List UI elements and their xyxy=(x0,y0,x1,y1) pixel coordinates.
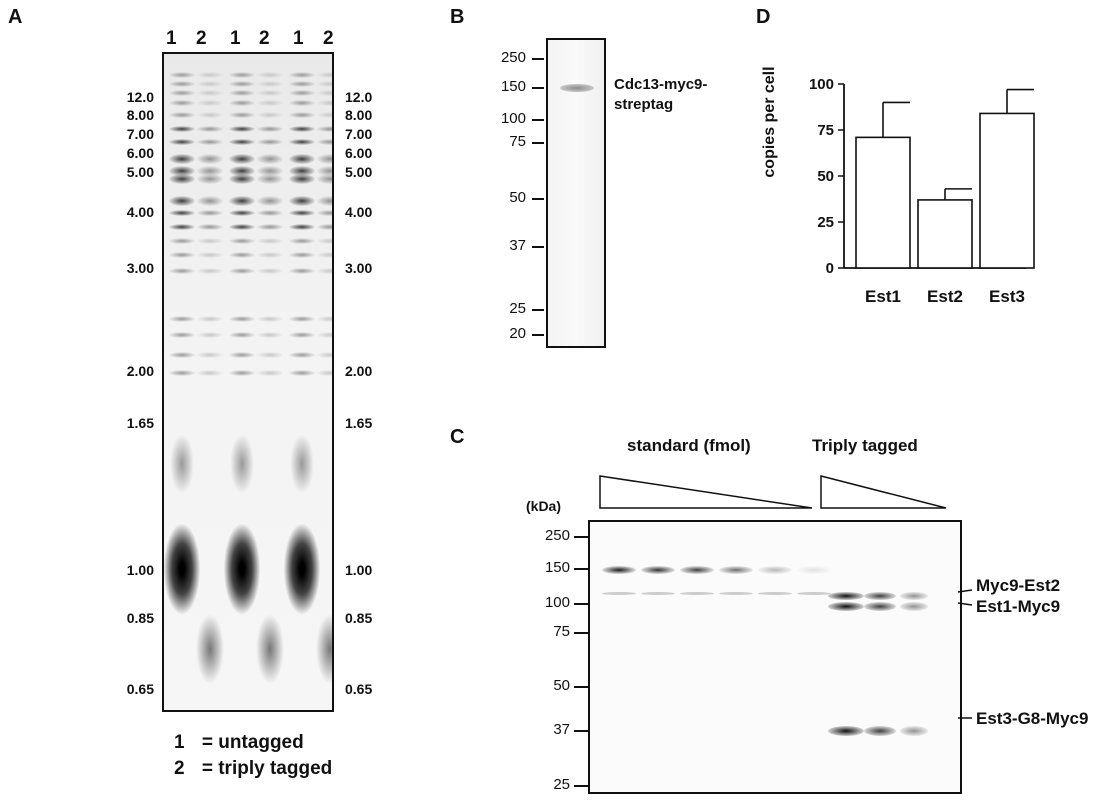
marker-b-37: 37 xyxy=(509,237,526,254)
marker-left-12.0: 12.0 xyxy=(126,89,154,105)
legend-num-2: 2 xyxy=(174,758,185,779)
marker-c-25: 25 xyxy=(553,776,570,793)
marker-right-1.65: 1.65 xyxy=(345,415,373,431)
tick-c-100 xyxy=(574,603,588,605)
bar-Est2 xyxy=(917,199,973,269)
marker-right-0.65: 0.65 xyxy=(345,681,373,697)
marker-c-75: 75 xyxy=(553,623,570,640)
marker-left-2.00: 2.00 xyxy=(126,363,154,379)
tick-b-150 xyxy=(532,87,544,89)
tick-c-150 xyxy=(574,568,588,570)
y-tick-label-25: 25 xyxy=(817,214,834,231)
cdc13-label-line1: Cdc13-myc9- xyxy=(614,76,708,93)
marker-right-5.00: 5.00 xyxy=(345,164,373,180)
marker-left-4.00: 4.00 xyxy=(126,204,154,220)
myc9-est2-label: Myc9-Est2 xyxy=(976,576,1061,595)
marker-right-3.00: 3.00 xyxy=(345,260,373,276)
marker-left-8.00: 8.00 xyxy=(126,107,154,123)
standard-label: standard (fmol) xyxy=(627,436,751,455)
lane-label-4: 2 xyxy=(259,28,270,49)
kda-label: (kDa) xyxy=(526,498,562,514)
triply-tagged-label: Triply tagged xyxy=(812,436,918,455)
tick-b-75 xyxy=(532,142,544,144)
marker-right-7.00: 7.00 xyxy=(345,126,373,142)
marker-left-1.65: 1.65 xyxy=(126,415,154,431)
tick-b-50 xyxy=(532,198,544,200)
lane-label-2: 2 xyxy=(196,28,207,49)
y-tick-label-0: 0 xyxy=(826,260,834,277)
western-blot-c xyxy=(588,520,962,794)
legend-row-2: 2 = triply tagged xyxy=(174,758,332,780)
marker-right-12.0: 12.0 xyxy=(345,89,373,105)
panel-a-label: A xyxy=(8,6,23,28)
lane-label-1: 1 xyxy=(166,28,177,49)
marker-b-20: 20 xyxy=(509,325,526,342)
marker-right-2.00: 2.00 xyxy=(345,363,373,379)
marker-right-4.00: 4.00 xyxy=(345,204,373,220)
marker-left-7.00: 7.00 xyxy=(126,126,154,142)
lane-label-3: 1 xyxy=(230,28,241,49)
marker-c-150: 150 xyxy=(544,559,570,576)
gel-image-a xyxy=(162,52,334,712)
marker-b-75: 75 xyxy=(509,133,526,150)
marker-left-6.00: 6.00 xyxy=(126,145,154,161)
marker-c-37: 37 xyxy=(553,721,570,738)
legend-row-1: 1 = untagged xyxy=(174,732,304,754)
marker-right-6.00: 6.00 xyxy=(345,145,373,161)
tick-b-20 xyxy=(532,334,544,336)
est1-myc9-label: Est1-Myc9 xyxy=(976,597,1061,616)
legend-num-1: 1 xyxy=(174,732,185,753)
est3-g8-myc9-label: Est3-G8-Myc9 xyxy=(976,709,1089,728)
marker-left-0.85: 0.85 xyxy=(126,610,154,626)
marker-b-50: 50 xyxy=(509,189,526,206)
tick-c-250 xyxy=(574,536,588,538)
marker-right-0.85: 0.85 xyxy=(345,610,373,626)
lane-label-5: 1 xyxy=(293,28,304,49)
tick-b-100 xyxy=(532,119,544,121)
marker-left-5.00: 5.00 xyxy=(126,164,154,180)
tick-c-50 xyxy=(574,686,588,688)
marker-left-1.00: 1.00 xyxy=(126,562,154,578)
bar-Est3 xyxy=(979,112,1035,269)
lane-label-6: 2 xyxy=(323,28,334,49)
tick-c-37 xyxy=(574,730,588,732)
y-tick-label-75: 75 xyxy=(817,122,834,139)
marker-c-50: 50 xyxy=(553,677,570,694)
marker-right-1.00: 1.00 xyxy=(345,562,373,578)
gel-image-b xyxy=(546,38,606,348)
category-label-Est3: Est3 xyxy=(989,287,1025,306)
marker-b-150: 150 xyxy=(500,78,526,95)
marker-left-3.00: 3.00 xyxy=(126,260,154,276)
legend-text-1: = untagged xyxy=(201,732,304,753)
tick-c-25 xyxy=(574,785,588,787)
panel-b-label: B xyxy=(450,6,465,28)
marker-right-8.00: 8.00 xyxy=(345,107,373,123)
tick-c-75 xyxy=(574,632,588,634)
marker-c-100: 100 xyxy=(544,594,570,611)
category-label-Est1: Est1 xyxy=(865,287,901,306)
y-tick-label-100: 100 xyxy=(809,76,834,93)
panel-d-label: D xyxy=(756,6,771,28)
legend-text-2: = triply tagged xyxy=(201,758,333,779)
cdc13-label-line2: streptag xyxy=(614,96,674,113)
tick-b-37 xyxy=(532,246,544,248)
bar-Est1 xyxy=(855,136,911,269)
marker-c-250: 250 xyxy=(544,527,570,544)
marker-left-0.65: 0.65 xyxy=(126,681,154,697)
tick-b-250 xyxy=(532,58,544,60)
marker-b-25: 25 xyxy=(509,300,526,317)
y-tick-label-50: 50 xyxy=(817,168,834,185)
category-label-Est2: Est2 xyxy=(927,287,963,306)
marker-b-250: 250 xyxy=(500,49,526,66)
tick-b-25 xyxy=(532,309,544,311)
marker-b-100: 100 xyxy=(500,110,526,127)
panel-c-label: C xyxy=(450,426,465,448)
